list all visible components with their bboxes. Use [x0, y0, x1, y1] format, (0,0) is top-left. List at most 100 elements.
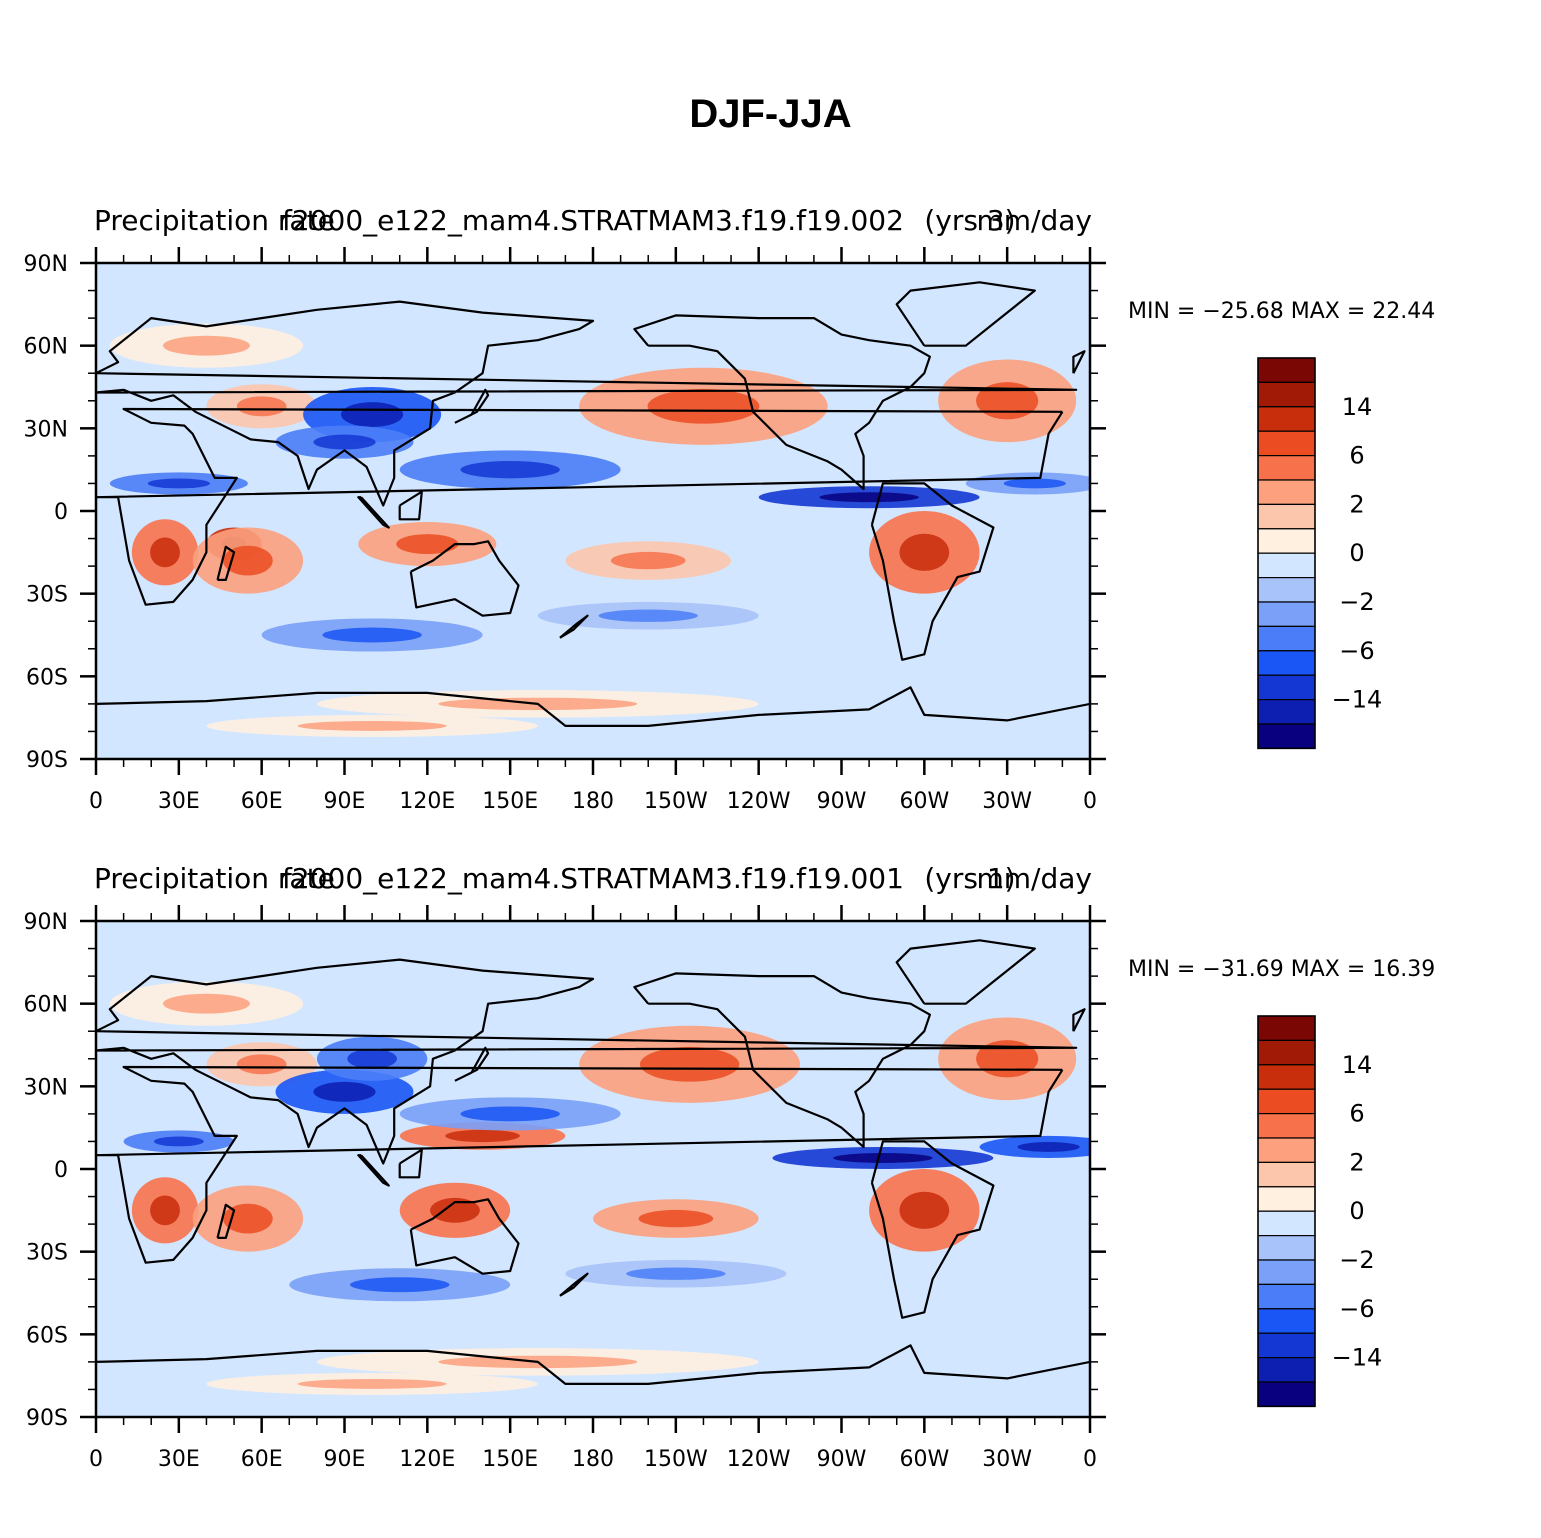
anomaly-core — [833, 1153, 933, 1163]
anomaly-core — [610, 551, 686, 570]
precip-field — [109, 981, 1090, 1395]
anomaly-core — [460, 1106, 560, 1122]
lon-tick-label: 120E — [399, 789, 455, 814]
anomaly-core — [976, 1040, 1039, 1078]
colorbar-box — [1257, 698, 1316, 725]
anomaly-core — [236, 396, 287, 417]
colorbar-label: −14 — [1332, 1344, 1383, 1372]
colorbar-box — [1257, 601, 1316, 627]
colorbar: 14 6 2 0 −2 −6 −14 — [1257, 1015, 1383, 1408]
colorbar-box — [1257, 1137, 1316, 1163]
panel-right-title: mm/day — [977, 204, 1093, 237]
colorbar: 14 6 2 0 −2 −6 −14 — [1257, 357, 1383, 750]
coastline — [870, 482, 995, 661]
colorbar-box — [1257, 455, 1316, 481]
colorbar-box — [1257, 1234, 1316, 1261]
anomaly-core — [341, 402, 404, 427]
lon-tick-label: 90W — [817, 1447, 867, 1472]
colorbar-box — [1257, 650, 1316, 676]
coastline — [357, 1154, 390, 1187]
coastline — [357, 496, 390, 529]
colorbar-label: 0 — [1349, 1197, 1364, 1225]
coastline — [1072, 350, 1086, 374]
anomaly-core — [899, 1191, 950, 1229]
lon-tick-label: 60E — [241, 789, 283, 814]
coastline — [559, 614, 589, 639]
anomaly-core — [162, 993, 250, 1014]
lon-tick-label: 90W — [817, 789, 867, 814]
coastline — [454, 388, 490, 424]
lat-tick-label: 30N — [24, 417, 68, 442]
lat-tick-label: 30S — [26, 583, 68, 608]
anomaly-core — [396, 534, 459, 554]
anomaly-core — [322, 627, 422, 643]
lon-tick-label: 60W — [899, 1447, 949, 1472]
anomaly-core — [223, 545, 273, 576]
colorbar-box — [1257, 503, 1316, 530]
colorbar-box — [1257, 674, 1316, 701]
colorbar-frame — [1257, 357, 1316, 750]
panel-center-subtitle: (yrs 3) — [924, 204, 1015, 237]
panel-center-title: f2000_e122_mam4.STRATMAM3.f19.f19.002 — [282, 204, 904, 237]
lon-tick-label: 150E — [482, 1447, 538, 1472]
anomaly-core — [430, 1197, 480, 1223]
coastline — [633, 972, 931, 1149]
colorbar-label: −6 — [1339, 1295, 1374, 1323]
anomaly-core — [1003, 478, 1066, 489]
coastline — [96, 958, 1078, 1165]
colorbar-label: −2 — [1339, 588, 1374, 616]
coastline — [96, 686, 1090, 727]
lon-tick-label: 30W — [982, 789, 1032, 814]
colorbar-label: 14 — [1342, 393, 1373, 421]
lat-tick-label: 60N — [24, 335, 68, 360]
coastlines — [96, 939, 1090, 1385]
lon-tick-label: 60E — [241, 1447, 283, 1472]
colorbar-box — [1257, 625, 1316, 652]
colorbar-label: 2 — [1349, 1148, 1364, 1176]
anomaly-core — [347, 1048, 397, 1069]
lon-tick-label: 180 — [572, 1447, 614, 1472]
coastline — [409, 540, 520, 617]
coastline — [398, 490, 423, 521]
lon-tick-label: 0 — [89, 1447, 103, 1472]
coastline — [870, 1140, 995, 1319]
lon-tick-label: 30E — [158, 1447, 200, 1472]
panel-center-title: f2000_e122_mam4.STRATMAM3.f19.f19.001 — [282, 862, 904, 895]
anomaly-core — [297, 1378, 447, 1389]
colorbar-box — [1257, 406, 1316, 432]
colorbar-box — [1257, 1332, 1316, 1359]
anomaly-core — [223, 1203, 273, 1234]
colorbar-box — [1257, 1015, 1316, 1041]
min-max-label: MIN = −25.68 MAX = 22.44 — [1128, 299, 1435, 324]
colorbar-box — [1257, 1112, 1316, 1139]
anomaly-core — [236, 1054, 287, 1075]
colorbar-box — [1257, 528, 1316, 554]
colorbar-frame — [1257, 1015, 1316, 1408]
lon-tick-label: 30W — [982, 1447, 1032, 1472]
coastline — [398, 1148, 423, 1179]
coastline — [96, 1344, 1090, 1385]
colorbar-label: 0 — [1349, 539, 1364, 567]
colorbar-box — [1257, 552, 1316, 579]
colorbar-box — [1257, 1161, 1316, 1188]
colorbar-box — [1257, 1210, 1316, 1237]
panel-center-subtitle: (yrs 1) — [924, 862, 1015, 895]
anomaly-core — [639, 1046, 740, 1082]
lon-tick-label: 120W — [727, 789, 791, 814]
lon-tick-label: 150W — [644, 1447, 708, 1472]
lon-tick-label: 0 — [1083, 1447, 1097, 1472]
colorbar-box — [1257, 1186, 1316, 1212]
anomaly-core — [162, 335, 250, 356]
colorbar-label: 14 — [1342, 1051, 1373, 1079]
lat-tick-label: 30S — [26, 1241, 68, 1266]
anomaly-core — [153, 1136, 204, 1147]
lon-tick-label: 90E — [324, 1447, 366, 1472]
lon-tick-label: 120W — [727, 1447, 791, 1472]
anomaly-core — [313, 1081, 376, 1102]
colorbar-box — [1257, 479, 1316, 505]
coastline — [559, 1272, 589, 1297]
lat-tick-label: 0 — [54, 1158, 68, 1183]
coastline — [216, 1203, 236, 1239]
colorbar-box — [1257, 576, 1316, 603]
colorbar-label: −14 — [1332, 686, 1383, 714]
